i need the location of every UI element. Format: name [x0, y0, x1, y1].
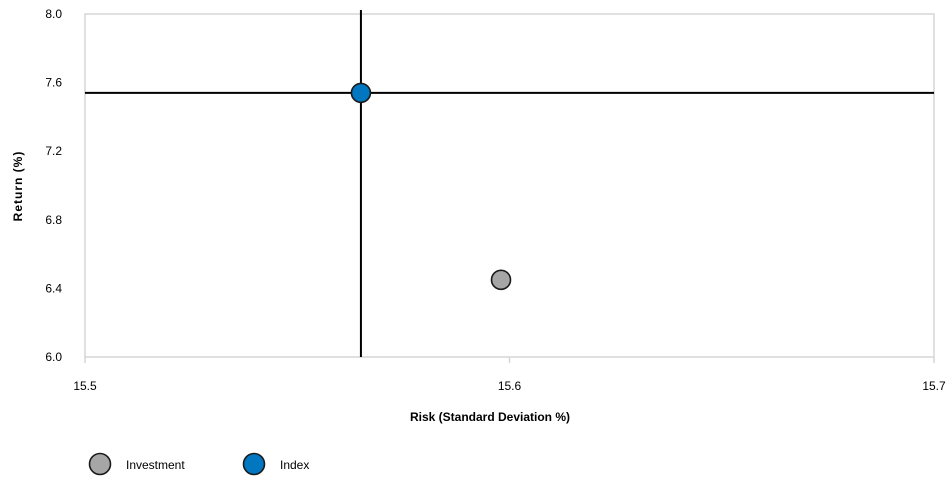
legend-label-index: Index	[280, 458, 309, 472]
legend-marker-investment	[88, 452, 112, 476]
y-axis: 6.0 6.4 6.8 7.2 7.6 8.0	[45, 7, 62, 364]
y-tick-label: 6.4	[45, 281, 62, 295]
y-axis-title: Return (%)	[11, 151, 25, 222]
legend-marker-index	[242, 452, 266, 476]
x-tick-label: 15.5	[73, 379, 97, 393]
y-tick-label: 7.6	[45, 76, 62, 90]
investment-point	[490, 269, 512, 291]
x-axis: 15.5 15.6 15.7	[73, 357, 946, 393]
plot-frame	[84, 13, 935, 358]
y-tick-label: 6.0	[45, 350, 62, 364]
legend: Investment Index	[88, 452, 309, 476]
y-tick-label: 7.2	[45, 144, 62, 158]
index-point	[350, 82, 372, 104]
x-axis-title: Risk (Standard Deviation %)	[410, 410, 570, 424]
y-tick-label: 6.8	[45, 213, 62, 227]
legend-label-investment: Investment	[126, 458, 185, 472]
x-tick-label: 15.6	[498, 379, 522, 393]
y-tick-label: 8.0	[45, 7, 62, 21]
x-tick-label: 15.7	[922, 379, 946, 393]
data-points	[350, 82, 512, 291]
